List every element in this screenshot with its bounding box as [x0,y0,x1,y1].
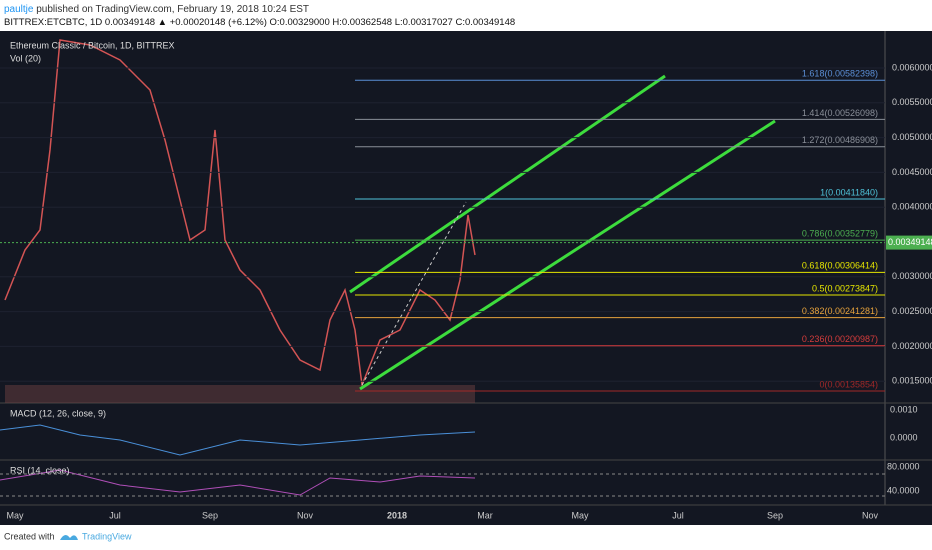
time-label: May [571,510,589,520]
author[interactable]: paultje [4,4,34,15]
time-label: Nov [297,510,314,520]
footer-text: Created with [4,531,55,541]
price-tick-label: 0.00300000 [892,271,932,281]
vol-label: Vol (20) [10,53,41,63]
price-tick-label: 0.00400000 [892,202,932,212]
price-tick-label: 0.00600000 [892,62,932,72]
last-price-label: 0.00349148 [888,237,932,247]
fib-label: 0.382(0.00241281) [802,306,878,316]
fib-label: 1(0.00411840) [820,187,878,197]
footer-bg [0,525,932,550]
chart-bg [0,31,932,525]
time-label: 2018 [387,510,407,520]
time-label: Nov [862,510,879,520]
price-tick-label: 0.00550000 [892,97,932,107]
fib-label: 1.272(0.00486908) [802,135,878,145]
last-price-box [886,235,932,250]
rsi-line [0,469,476,496]
fib-label: 0.618(0.00306414) [802,261,878,271]
fib-label: 0.786(0.00352779) [802,228,878,238]
channel-upper [349,74,666,294]
price-tick-label: 0.00250000 [892,306,932,316]
time-label: May [6,510,24,520]
time-label: Jul [109,510,121,520]
time-label: Sep [202,510,218,520]
price-tick-label: 0.00200000 [892,341,932,351]
macd-line [0,424,476,456]
time-label: Jul [672,510,684,520]
time-label: Sep [767,510,783,520]
fib-label: 0.236(0.00200987) [802,334,878,344]
fib-label: 0.5(0.00273847) [812,283,878,293]
macd-tick: 0.0000 [890,432,918,442]
fib-label: 1.618(0.00582398) [802,69,878,79]
ticker: BITTREX:ETCBTC, 1D 0.00349148 ▲ +0.00020… [4,17,516,28]
logo [60,534,78,540]
macd-title: MACD (12, 26, close, 9) [10,408,106,418]
volume [5,385,475,403]
header-line: paultje published on TradingView.com, Fe… [4,4,309,15]
channel-lower [359,119,776,391]
macd-tick: 0.0010 [890,404,918,414]
published: published on TradingView.com, February 1… [33,4,310,15]
time-label: Mar [477,510,493,520]
price-tick-label: 0.00500000 [892,132,932,142]
chart-title: Ethereum Classic / Bitcoin, 1D, BITTREX [10,40,175,50]
price-tick-label: 0.00150000 [892,376,932,386]
price-tick-label: 0.00450000 [892,167,932,177]
rsi-tick: 80.0000 [887,461,920,471]
trend-dashed [361,201,467,386]
rsi-tick: 40.0000 [887,485,920,495]
fib-label: 1.414(0.00526098) [802,108,878,118]
footer-brand[interactable]: TradingView [82,531,132,541]
price-line [4,39,476,388]
fib-label: 0(0.00135854) [819,379,878,389]
rsi-title: RSI (14, close) [10,465,70,475]
